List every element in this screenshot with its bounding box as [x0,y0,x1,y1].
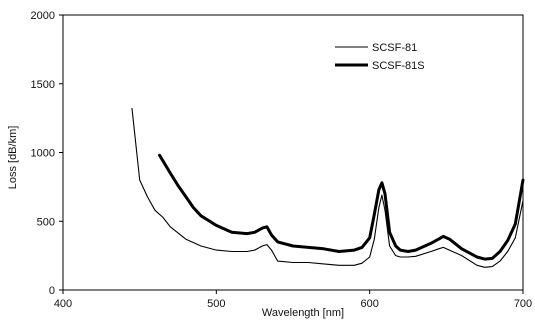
y-tick-label: 1500 [31,79,55,91]
legend-label-2: SCSF-81S [372,60,425,72]
axes: 0 500 1000 1500 2000 400 500 600 700 [31,10,533,310]
x-tick-label: 700 [514,298,532,310]
plot-frame [62,14,524,291]
y-tick-label: 500 [37,216,55,228]
x-tick-label: 600 [360,298,378,310]
y-tick-label: 1000 [31,148,55,160]
y-tick-label: 0 [49,285,55,297]
y-tick-label: 2000 [31,10,55,22]
legend: SCSF-81 SCSF-81S [335,42,425,72]
x-tick-label: 500 [207,298,225,310]
x-axis-title: Wavelength [nm] [262,307,344,319]
x-tick-label: 400 [54,298,72,310]
series-layer [131,107,525,268]
series-line-1 [131,107,524,268]
plot-area [62,14,524,291]
legend-label-1: SCSF-81 [372,42,417,54]
series-line-2 [158,153,525,261]
y-axis-title: Loss [dB/km] [7,126,19,190]
